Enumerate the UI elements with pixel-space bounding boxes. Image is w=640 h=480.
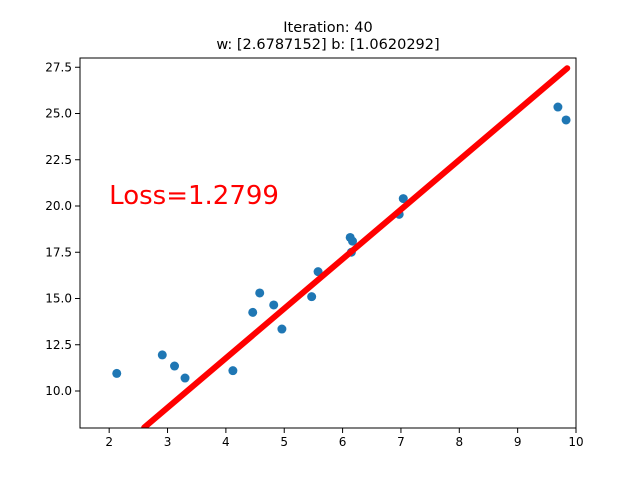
y-tick-label: 10.0 [45, 384, 72, 398]
x-tick-label: 8 [455, 435, 463, 449]
x-tick-label: 2 [105, 435, 113, 449]
x-tick-label: 7 [397, 435, 405, 449]
scatter-point [170, 361, 180, 371]
y-tick-label: 12.5 [45, 338, 72, 352]
x-axis-ticks: 2 3 4 5 6 7 8 9 10 [105, 428, 584, 449]
plot-marks [112, 65, 571, 428]
x-tick-label: 6 [339, 435, 347, 449]
y-tick-label: 20.0 [45, 199, 72, 213]
scatter-point [561, 115, 571, 125]
chart-title-line1: Iteration: 40 [283, 20, 372, 36]
x-tick-label: 9 [514, 435, 522, 449]
scatter-point [348, 236, 358, 246]
x-tick-label: 10 [568, 435, 583, 449]
scatter-point [277, 324, 287, 334]
y-tick-label: 27.5 [45, 60, 72, 74]
y-axis-ticks: 10.0 12.5 15.0 17.5 20.0 22.5 25.0 27.5 [45, 60, 80, 398]
y-tick-label: 15.0 [45, 292, 72, 306]
scatter-point [313, 267, 323, 277]
scatter-point [157, 350, 167, 360]
y-tick-label: 22.5 [45, 153, 72, 167]
loss-annotation: Loss=1.2799 [109, 181, 279, 211]
scatter-point [553, 102, 563, 112]
scatter-point [307, 292, 317, 302]
chart-title-line2: w: [2.6787152] b: [1.0620292] [216, 37, 439, 53]
y-tick-label: 17.5 [45, 245, 72, 259]
scatter-point [269, 300, 279, 310]
x-tick-label: 4 [222, 435, 230, 449]
plot-frame [79, 57, 577, 429]
x-tick-label: 5 [280, 435, 288, 449]
scatter-point [255, 288, 265, 298]
y-tick-label: 25.0 [45, 107, 72, 121]
scatter-point [180, 373, 190, 383]
scatter-point [228, 366, 238, 376]
scatter-point [398, 194, 408, 204]
x-tick-label: 3 [164, 435, 172, 449]
fit-line [141, 65, 571, 428]
scatter-point [248, 307, 258, 317]
scatter-point [112, 368, 122, 378]
